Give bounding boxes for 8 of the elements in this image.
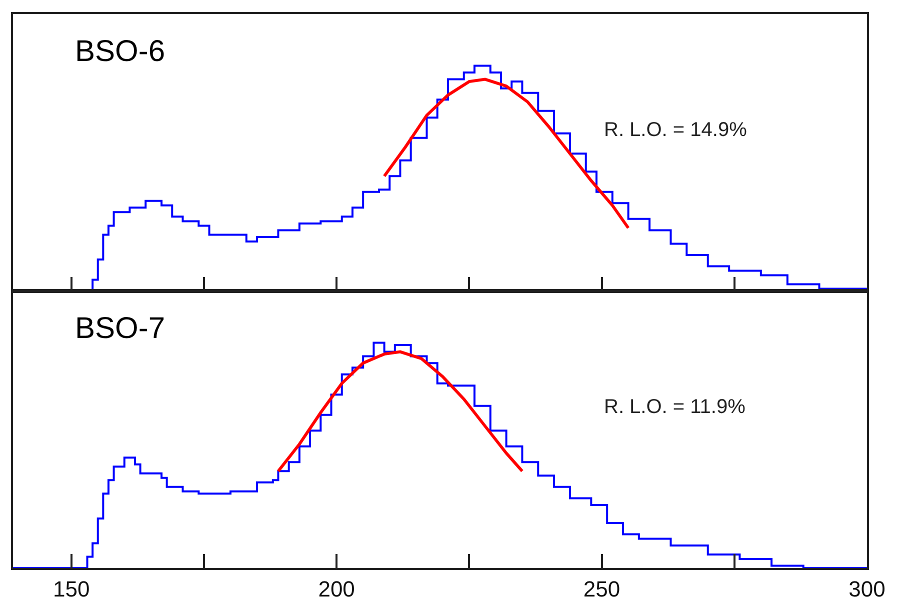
annotation: BSO-7 <box>75 312 166 345</box>
annotation: R. L.O. = 14.9% <box>604 119 748 141</box>
annotation: BSO-6 <box>75 35 166 68</box>
x-tick-label: 200 <box>318 576 355 602</box>
annotation: R. L.O. = 11.9% <box>604 396 746 418</box>
x-tick-label: 300 <box>848 576 886 602</box>
x-tick-label: 150 <box>52 576 90 602</box>
x-tick-label: 250 <box>583 576 620 602</box>
